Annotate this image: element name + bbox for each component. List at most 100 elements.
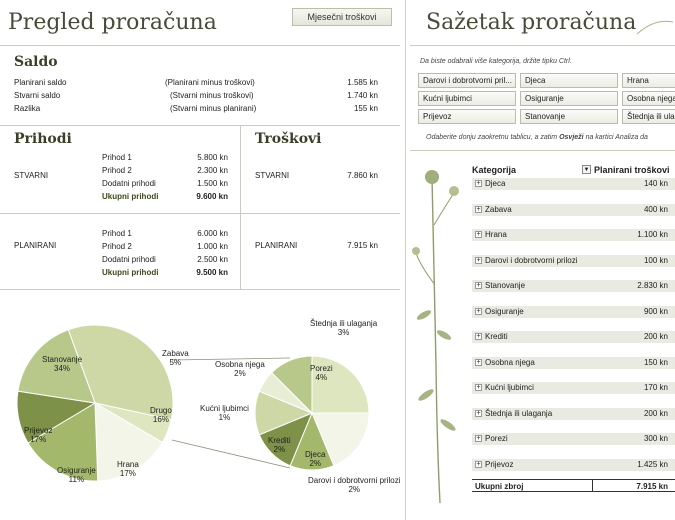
saldo-row-label: Planirani saldo xyxy=(14,78,67,87)
divider xyxy=(0,289,400,290)
pivot-row-label: Stanovanje xyxy=(485,281,526,290)
expand-icon[interactable]: + xyxy=(475,256,482,264)
pivot-row[interactable]: + Hrana 1.100 kn xyxy=(472,229,675,241)
pivot-row-value: 300 kn xyxy=(643,434,668,443)
saldo-title: Saldo xyxy=(14,54,58,70)
monthly-expenses-button[interactable]: Mjesečni troškovi xyxy=(292,8,392,26)
pie-value: 2 xyxy=(309,459,314,468)
slicer-item[interactable]: Osobna njega xyxy=(622,91,675,106)
pie-label-drugo: Drugo 16% xyxy=(150,406,172,424)
divider xyxy=(0,213,400,214)
pie-value: 17 xyxy=(119,469,129,478)
saldo-row-label: Stvarni saldo xyxy=(14,91,61,100)
troskovi-planirani-value: 7.915 kn xyxy=(347,241,378,250)
refresh-note: Odaberite donju zaokretnu tablicu, a zat… xyxy=(426,134,648,141)
pie-connector-line xyxy=(171,357,291,361)
pivot-row-value: 2.830 kn xyxy=(637,281,668,290)
page-title: Pregled proračuna xyxy=(8,10,217,35)
pivot-row-value: 900 kn xyxy=(643,306,668,316)
pivot-row[interactable]: + Prijevoz 1.425 kn xyxy=(472,458,675,471)
pie-slice xyxy=(27,402,99,482)
summary-title: Sažetak proračuna xyxy=(426,10,637,35)
slicer-item[interactable]: Stanovanje xyxy=(520,109,618,124)
saldo-row-value: 155 kn xyxy=(353,104,378,113)
pivot-row[interactable]: + Stanovanje 2.830 kn xyxy=(472,280,675,292)
income-row-label: Prihod 2 xyxy=(102,242,132,251)
income-row-label: Prihod 2 xyxy=(102,166,132,175)
slicer-item[interactable]: Prijevoz xyxy=(418,109,516,124)
filter-dropdown-icon[interactable]: ▼ xyxy=(582,165,591,174)
expand-icon[interactable]: + xyxy=(475,358,482,366)
slicer-item[interactable]: Darovi i dobrotvorni pril... xyxy=(418,73,516,88)
saldo-row-value: 1.585 kn xyxy=(347,78,378,87)
pivot-row-value: 200 kn xyxy=(643,332,668,341)
panel-divider xyxy=(405,0,406,520)
expand-icon[interactable]: + xyxy=(475,282,482,289)
pivot-row-label: Porezi xyxy=(485,434,508,443)
pivot-row-label: Kućni ljubimci xyxy=(485,383,534,392)
pivot-row-label: Prijevoz xyxy=(485,459,514,469)
pie-value: 3 xyxy=(337,328,343,337)
pivot-row[interactable]: + Darovi i dobrotvorni prilozi 100 kn xyxy=(472,254,675,267)
slicer-item[interactable]: Štednja ili ulag... xyxy=(622,109,675,124)
troskovi-stvarni-label: STVARNI xyxy=(255,171,290,180)
expand-icon[interactable]: + xyxy=(475,307,482,315)
pivot-row-value: 150 kn xyxy=(643,357,668,367)
pie-slice xyxy=(17,329,96,404)
pie-value: 5 xyxy=(169,358,174,367)
expand-icon[interactable]: + xyxy=(475,435,482,442)
income-row-label: Prihod 1 xyxy=(102,229,132,238)
pivot-row[interactable]: + Zabava 400 kn xyxy=(472,203,675,216)
pivot-row-label: Hrana xyxy=(485,230,507,239)
pivot-row[interactable]: + Djeca 140 kn xyxy=(472,178,675,190)
expand-icon[interactable]: + xyxy=(475,409,482,417)
prihodi-stvarni-label: STVARNI xyxy=(14,171,49,180)
pie-label-stednja: Štednja ili ulaganja 3% xyxy=(310,319,378,337)
troskovi-planirani-label: PLANIRANI xyxy=(255,241,298,250)
pivot-row[interactable]: + Štednja ili ulaganja 200 kn xyxy=(472,407,675,420)
pie-label-stanovanje: Stanovanje 34% xyxy=(42,355,83,373)
expand-icon[interactable]: + xyxy=(475,231,482,238)
saldo-row-desc: (Planirani minus troškovi) xyxy=(165,78,255,87)
saldo-row-desc: (Stvarni minus planirani) xyxy=(170,104,257,113)
pie-label-zabava: Zabava 5% xyxy=(162,349,189,367)
expand-icon[interactable]: + xyxy=(475,333,482,340)
pie-label-osobna-njega: Osobna njega 2% xyxy=(215,360,265,378)
expand-icon[interactable]: + xyxy=(475,460,482,468)
pivot-row-value: 1.425 kn xyxy=(637,459,668,469)
pie-label-darovi: Darovi i dobrotvorni prilozi 2% xyxy=(308,476,401,494)
expand-icon[interactable]: + xyxy=(475,205,482,213)
pivot-row-value: 1.100 kn xyxy=(637,230,668,239)
budget-summary-panel: Sažetak proračuna Da biste odabrali više… xyxy=(410,0,675,520)
saldo-row-label: Razlika xyxy=(14,104,41,113)
slicer-item[interactable]: Osiguranje xyxy=(520,91,618,106)
grand-total-label: Ukupni zbroj xyxy=(475,482,524,491)
expand-icon[interactable]: + xyxy=(475,180,482,187)
pivot-row-label: Zabava xyxy=(485,204,512,214)
pivot-row-value: 100 kn xyxy=(643,255,668,265)
income-row-value: 2.500 kn xyxy=(197,255,228,264)
grand-total-value: 7.915 kn xyxy=(636,482,668,491)
pie-slice xyxy=(94,402,163,482)
expand-icon[interactable]: + xyxy=(475,384,482,391)
pie-value: 2 xyxy=(348,485,353,494)
pivot-row[interactable]: + Osiguranje 900 kn xyxy=(472,305,675,318)
pivot-row-label: Djeca xyxy=(485,179,506,188)
pivot-row-label: Osobna njega xyxy=(485,357,535,367)
slicer-item[interactable]: Djeca xyxy=(520,73,618,88)
budget-overview-panel: Pregled proračuna Mjesečni troškovi Sald… xyxy=(0,8,401,494)
pivot-row[interactable]: + Osobna njega 150 kn xyxy=(472,356,675,369)
pie-value: 2 xyxy=(273,445,278,454)
pivot-row[interactable]: + Krediti 200 kn xyxy=(472,331,675,343)
pivot-row-label: Krediti xyxy=(485,332,508,341)
pie-value: 16 xyxy=(152,415,162,424)
pivot-row[interactable]: + Porezi 300 kn xyxy=(472,433,675,445)
income-row-value: 2.300 kn xyxy=(197,166,228,175)
slicer-item[interactable]: Kućni ljubimci xyxy=(418,91,516,106)
pivot-row[interactable]: + Kućni ljubimci 170 kn xyxy=(472,382,675,394)
pie-value: 11 xyxy=(68,475,77,484)
pivot-row-value: 200 kn xyxy=(643,408,668,418)
slicer-item[interactable]: Hrana xyxy=(622,73,675,88)
saldo-row-desc: (Stvarni minus troškovi) xyxy=(170,91,254,100)
pie-slice xyxy=(67,324,174,421)
